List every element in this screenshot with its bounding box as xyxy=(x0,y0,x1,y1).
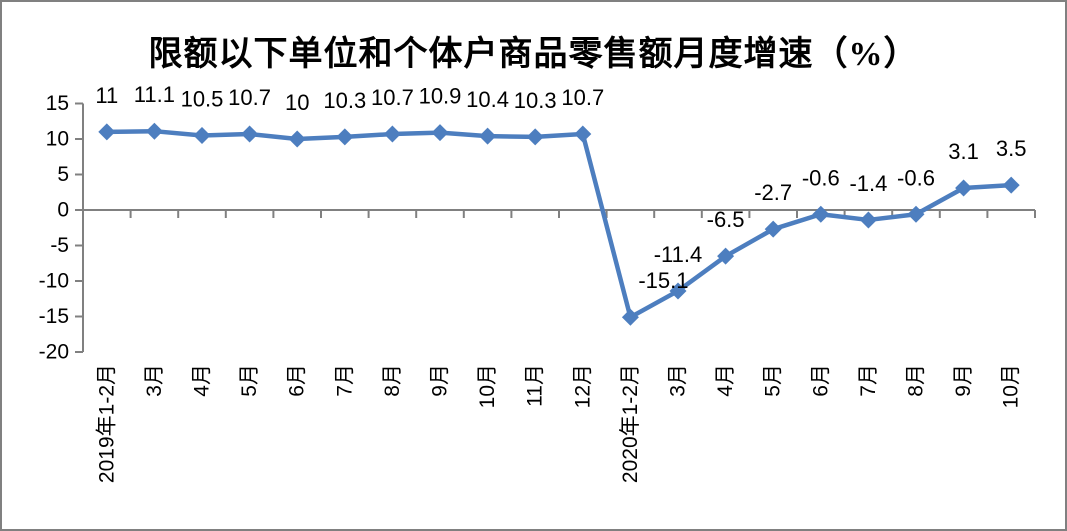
data-point-label: -0.6 xyxy=(897,165,935,190)
x-axis-category-label: 2020年1-2月 xyxy=(619,364,642,483)
data-point-marker xyxy=(907,205,925,223)
data-point-marker xyxy=(241,125,259,143)
y-axis-tick-label: 5 xyxy=(57,163,69,186)
x-axis-category-label: 4月 xyxy=(714,364,737,397)
data-point-marker xyxy=(526,128,544,146)
data-point-label: 10.7 xyxy=(371,85,414,110)
x-axis-category-label: 9月 xyxy=(952,364,975,397)
x-axis-category-label: 8月 xyxy=(381,364,404,397)
data-point-label: -1.4 xyxy=(849,171,887,196)
data-point-marker xyxy=(574,125,592,143)
data-point-label: 11.1 xyxy=(134,82,175,107)
data-point-marker xyxy=(859,211,877,229)
y-axis-tick-label: 10 xyxy=(46,128,69,151)
data-point-marker xyxy=(621,308,639,326)
data-point-marker xyxy=(431,124,449,142)
x-axis-category-label: 5月 xyxy=(762,364,785,397)
x-axis-category-label: 10月 xyxy=(1000,364,1023,408)
data-point-marker xyxy=(955,179,973,197)
data-point-marker xyxy=(193,126,211,144)
data-point-label: 10.7 xyxy=(228,85,271,110)
data-point-label: 10.4 xyxy=(466,87,509,112)
data-point-marker xyxy=(98,123,116,141)
data-point-label: 10.3 xyxy=(323,88,366,113)
x-axis-category-label: 7月 xyxy=(333,364,356,397)
data-point-marker xyxy=(288,130,306,148)
y-axis-tick-label: -15 xyxy=(39,305,69,328)
y-axis-tick-label: 15 xyxy=(46,92,69,115)
y-axis-tick-label: -10 xyxy=(39,270,69,293)
series-line xyxy=(104,128,1014,320)
data-point-marker xyxy=(145,122,163,140)
x-axis-category-label: 4月 xyxy=(191,364,214,397)
y-axis-tick-label: 0 xyxy=(57,199,69,222)
x-axis-category-label: 12月 xyxy=(571,364,594,408)
x-axis-category-label: 9月 xyxy=(429,364,452,397)
x-axis-category-label: 2019年1-2月 xyxy=(95,364,118,483)
x-axis-category-label: 10月 xyxy=(476,364,499,408)
data-point-marker xyxy=(669,282,687,300)
x-axis-category-label: 6月 xyxy=(809,364,832,397)
data-point-label: -15.1 xyxy=(638,268,688,293)
y-axis-tick-label: -20 xyxy=(39,341,69,364)
x-axis-category-label: 8月 xyxy=(905,364,928,397)
data-point-label: -2.7 xyxy=(754,180,792,205)
data-point-marker xyxy=(1002,176,1020,194)
data-point-marker xyxy=(336,128,354,146)
data-point-label: 11 xyxy=(95,83,118,108)
data-point-marker xyxy=(479,127,497,145)
data-point-marker xyxy=(812,205,830,223)
y-axis-tick-label: -5 xyxy=(50,234,69,257)
x-axis-category-label: 6月 xyxy=(286,364,309,397)
data-point-marker xyxy=(383,125,401,143)
chart-title: 限额以下单位和个体户商品零售额月度增速（%） xyxy=(148,36,919,73)
data-point-label: -6.5 xyxy=(707,207,745,232)
data-point-label: -0.6 xyxy=(802,165,840,190)
data-point-label: 10.5 xyxy=(181,86,224,111)
data-point-marker xyxy=(764,220,782,238)
data-point-marker xyxy=(717,247,735,265)
data-point-label: 3.5 xyxy=(996,136,1027,161)
data-point-label: 10.3 xyxy=(514,88,557,113)
data-point-label: 10.7 xyxy=(561,85,604,110)
x-axis-category-label: 3月 xyxy=(667,364,690,397)
x-axis-category-label: 3月 xyxy=(143,364,166,397)
data-point-label: -11.4 xyxy=(654,242,703,267)
data-point-label: 10 xyxy=(285,90,309,115)
data-point-label: 10.9 xyxy=(419,84,462,109)
data-point-label: 3.1 xyxy=(948,139,979,164)
x-axis-category-label: 5月 xyxy=(238,364,261,397)
x-axis-category-label: 11月 xyxy=(524,364,547,407)
x-axis-category-label: 7月 xyxy=(857,364,880,397)
